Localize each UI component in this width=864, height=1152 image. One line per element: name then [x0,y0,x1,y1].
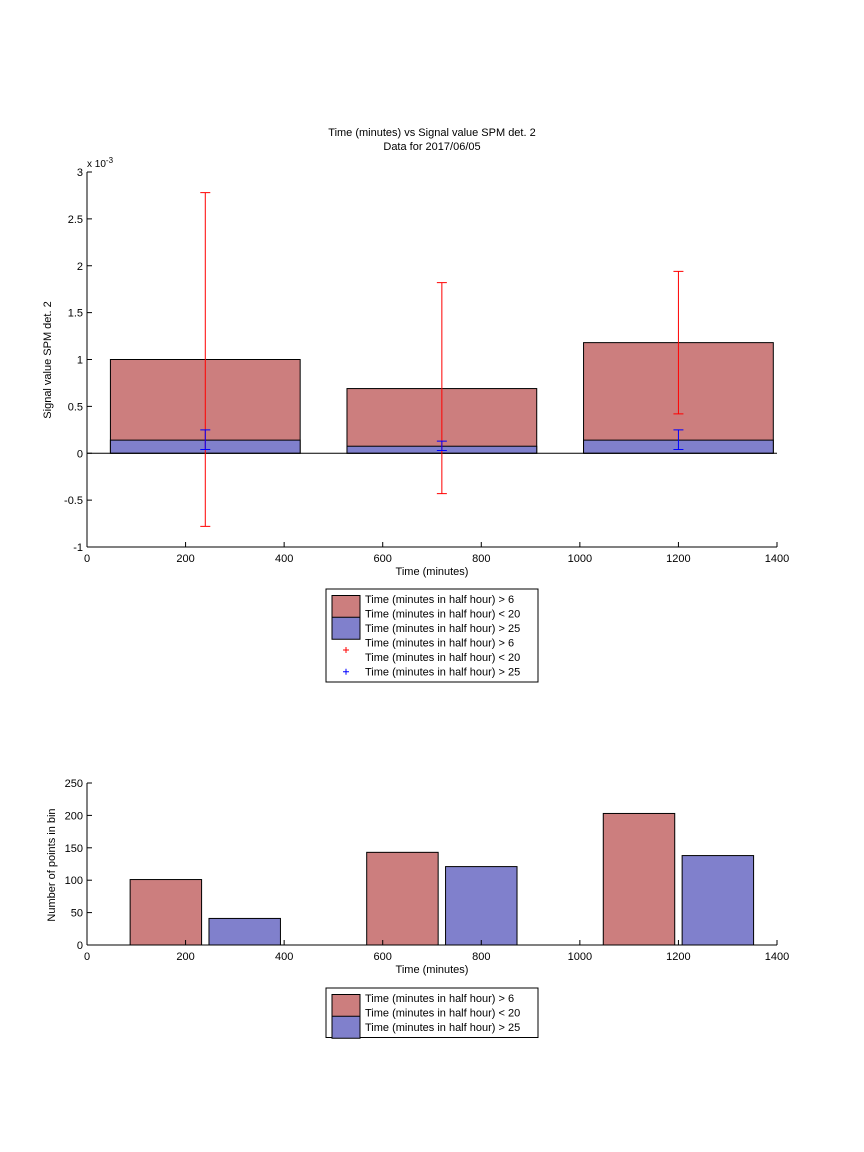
chart2-x-tick-label: 200 [176,951,194,963]
chart1-error-bar [673,429,684,450]
chart1-ylabel: Signal value SPM det. 2 [42,301,54,418]
chart1-error-bar [200,192,211,527]
chart1-y-tick-label: 2.5 [68,214,83,226]
chart2-legend-swatch [331,1015,361,1039]
chart1-y-tick-label: 0.5 [68,401,83,413]
chart1-x-tick-label: 1200 [666,553,690,565]
chart1-legend-label: Time (minutes in half hour) > 25 [365,667,520,679]
chart2-bar [208,917,281,946]
chart1-y-tick-label: -0.5 [64,495,83,507]
chart1-y-tick-label: -1 [73,542,83,554]
chart2-bar [681,855,755,946]
chart2-xlabel: Time (minutes) [396,964,469,976]
chart2-legend-label: Time (minutes in half hour) > 25 [365,1022,520,1034]
chart1-legend-label: Time (minutes in half hour) > 6 [365,638,514,650]
chart1-legend-label: Time (minutes in half hour) > 25 [365,623,520,635]
chart2-x-tick-label: 800 [472,951,490,963]
chart1-x-tick-label: 800 [472,553,490,565]
chart2-bar [129,879,203,946]
chart2-y-tick-label: 250 [65,778,83,790]
chart2-x-tick-label: 1200 [666,951,690,963]
chart1-error-bar [436,282,447,495]
chart1-legend-label: Time (minutes in half hour) < 20 [365,609,520,621]
chart2-ylabel: Number of points in bin [46,808,58,921]
chart1-error-bar [200,429,211,450]
chart1-x-tick-label: 600 [374,553,392,565]
chart2-bar [366,851,439,946]
chart1-y-tick-label: 3 [77,167,83,179]
chart1-y-tick-label: 2 [77,261,83,273]
chart2-bar [602,812,676,946]
chart1-x-tick-label: 1400 [765,553,789,565]
chart2-legend-swatch [331,994,361,1017]
chart1-legend-swatch [331,616,361,640]
chart1-x-tick-label: 200 [176,553,194,565]
chart2-y-tick-label: 200 [65,810,83,822]
chart2-bar [445,866,518,946]
chart1-xlabel: Time (minutes) [396,566,469,578]
chart2-y-tick-label: 100 [65,875,83,887]
chart1-subtitle: Data for 2017/06/05 [383,141,480,153]
chart1-legend-label: Time (minutes in half hour) > 6 [365,594,514,606]
chart1-x-tick-label: 1000 [568,553,592,565]
chart2-y-tick-label: 150 [65,843,83,855]
chart1-legend-box [325,588,539,683]
chart2-legend-label: Time (minutes in half hour) < 20 [365,1008,520,1020]
chart1-error-bar [673,270,684,415]
chart1-x-tick-label: 400 [275,553,293,565]
chart2-y-tick-label: 0 [77,940,83,952]
chart1-legend-marker [343,668,349,675]
chart2-x-tick-label: 400 [275,951,293,963]
chart2-x-tick-label: 1400 [765,951,789,963]
chart1-y-tick-label: 1 [77,355,83,367]
chart1-y-exponent: x 10-3 [87,156,114,170]
chart2-y-tick-label: 50 [71,908,83,920]
chart1-y-exponent-base: x 10 [87,159,106,170]
signal-chart: Time (minutes) vs Signal value SPM det. … [42,127,789,683]
chart2-x-tick-label: 1000 [568,951,592,963]
chart2-x-tick-label: 0 [84,951,90,963]
chart1-legend-marker [343,647,349,653]
count-chart: 0 200 400 600 800 1000 1200 1400 0 50 100 150 200 250… [46,778,789,1039]
chart1-y-tick-label: 1.5 [68,308,83,320]
chart2-x-tick-label: 600 [374,951,392,963]
chart1-legend-label: Time (minutes in half hour) < 20 [365,652,520,664]
chart1-x-tick-label: 0 [84,553,90,565]
chart1-y-tick-label: 0 [77,448,83,460]
chart2-legend-label: Time (minutes in half hour) > 6 [365,993,514,1005]
chart1-legend-swatch [331,595,361,618]
chart1-error-bar [436,440,447,451]
chart1-title: Time (minutes) vs Signal value SPM det. … [328,127,535,139]
chart2-legend-box [325,987,539,1038]
chart1-y-exponent-power: -3 [106,156,114,165]
